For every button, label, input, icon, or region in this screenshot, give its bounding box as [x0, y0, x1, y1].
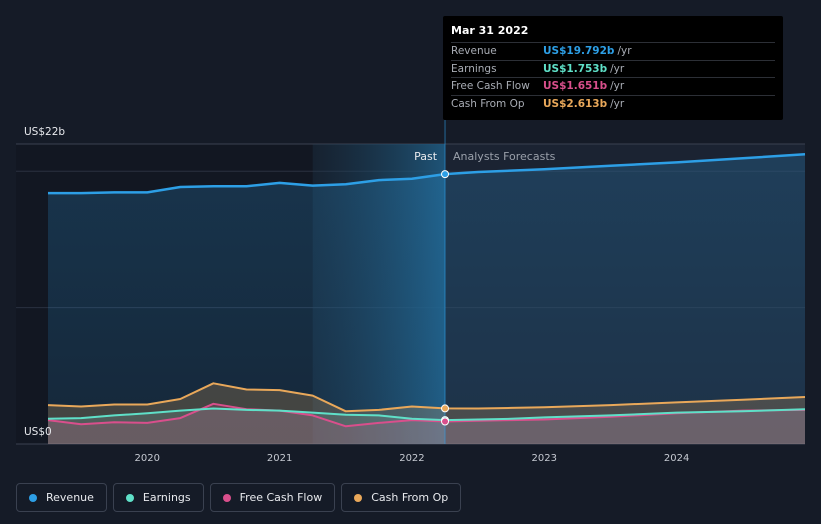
tooltip-date: Mar 31 2022 [451, 24, 529, 37]
legend-label: Earnings [142, 491, 191, 504]
legend-label: Cash From Op [371, 491, 449, 504]
fcf-line [47, 402, 806, 428]
earnings-line [47, 407, 806, 422]
x-tick-label: 2020 [135, 453, 160, 464]
tooltip-value: US$19.792b [543, 45, 615, 57]
legend-item-cash-from-op[interactable]: Cash From Op [341, 483, 462, 512]
legend-item-revenue[interactable]: Revenue [16, 483, 107, 512]
x-tick-label: 2024 [664, 453, 689, 464]
x-tick-label: 2023 [532, 453, 557, 464]
y-tick-label: US$0 [24, 426, 52, 438]
tooltip-value: US$2.613b [543, 97, 608, 110]
legend: Revenue Earnings Free Cash Flow Cash Fro… [16, 483, 462, 512]
tooltip: Mar 31 2022 Revenue US$19.792b /yr Earni… [443, 16, 783, 120]
tooltip-label: Revenue [451, 45, 497, 57]
legend-dot-icon [354, 493, 363, 502]
tooltip-value: US$1.651b [543, 80, 608, 92]
fcf-area [48, 403, 805, 444]
tooltip-unit: /yr [610, 62, 625, 75]
revenue-area [48, 154, 805, 444]
tooltip-row-cfo: Cash From Op US$2.613b /yr [451, 94, 775, 113]
tooltip-row-earnings: Earnings US$1.753b /yr [451, 59, 775, 78]
tooltip-unit: /yr [610, 80, 625, 92]
tooltip-label: Free Cash Flow [451, 80, 530, 92]
legend-label: Revenue [46, 491, 94, 504]
tooltip-unit: /yr [617, 45, 632, 57]
legend-dot-icon [222, 493, 231, 502]
legend-label: Free Cash Flow [239, 491, 323, 504]
legend-dot-icon [125, 493, 134, 502]
revenue-line [48, 152, 806, 195]
legend-item-free-cash-flow[interactable]: Free Cash Flow [209, 483, 336, 512]
revenue-marker [441, 170, 450, 179]
cfo-area [48, 383, 805, 444]
fcf-marker [441, 417, 450, 426]
x-tick-label: 2022 [399, 453, 424, 464]
tooltip-label: Earnings [451, 62, 497, 75]
tooltip-value: US$1.753b [543, 62, 608, 75]
tooltip-row-fcf: Free Cash Flow US$1.651b /yr [451, 77, 775, 95]
past-label: Past [414, 150, 438, 163]
y-tick-label: US$22b [24, 126, 65, 138]
x-tick-label: 2021 [267, 453, 292, 464]
tooltip-row-revenue: Revenue US$19.792b /yr [451, 42, 775, 60]
tooltip-label: Cash From Op [451, 97, 525, 110]
cfo-line [47, 382, 806, 413]
tooltip-unit: /yr [610, 97, 625, 110]
cfo-marker [441, 404, 450, 413]
legend-item-earnings[interactable]: Earnings [112, 483, 204, 512]
legend-dot-icon [29, 493, 37, 502]
forecast-label: Analysts Forecasts [453, 150, 556, 163]
